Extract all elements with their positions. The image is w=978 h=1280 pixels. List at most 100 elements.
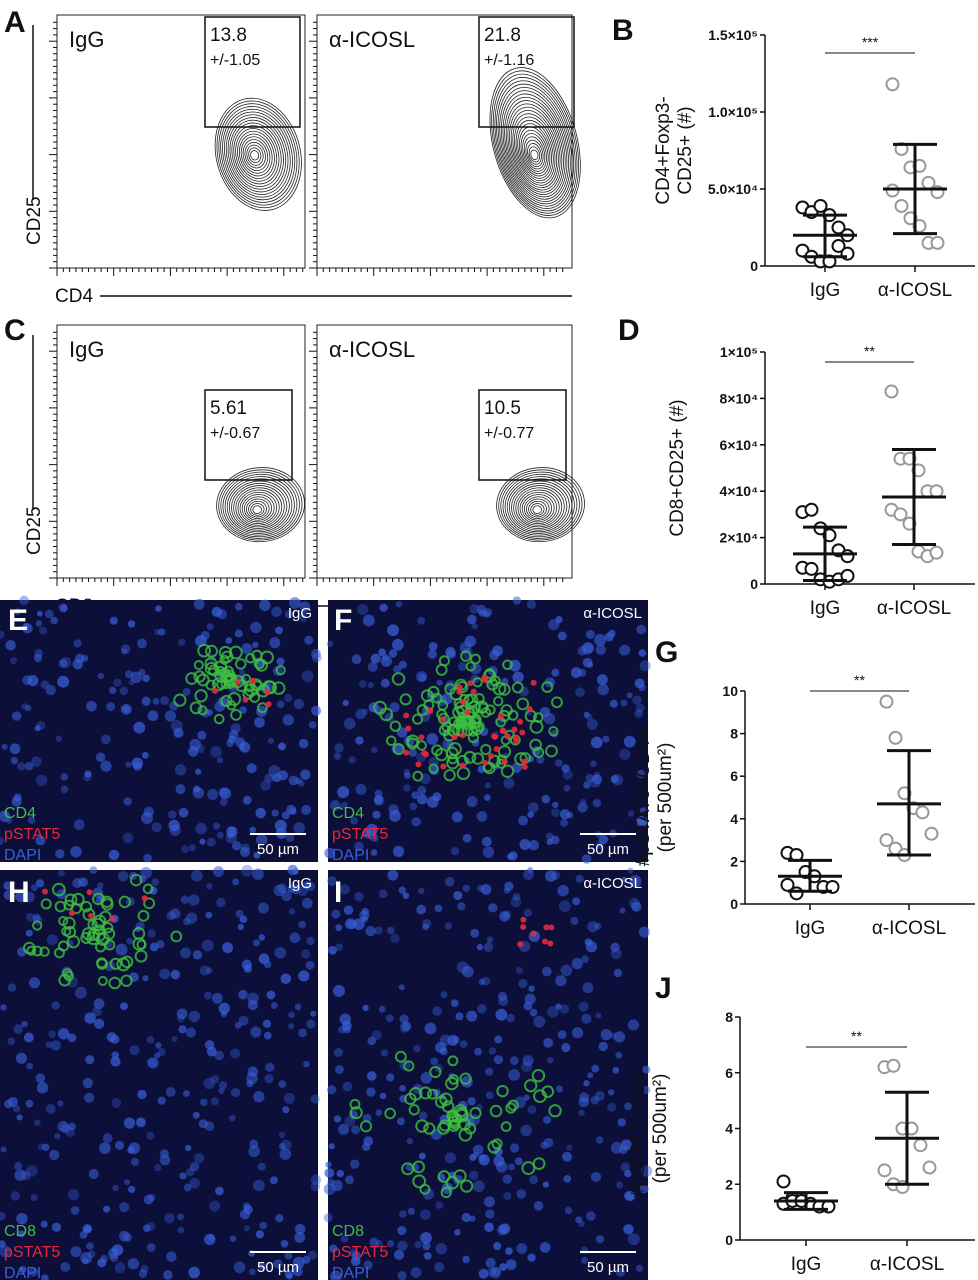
dapi-nucleus	[26, 1062, 34, 1070]
dapi-nucleus	[305, 960, 315, 970]
dapi-nucleus	[293, 822, 306, 834]
contour-line	[250, 150, 260, 161]
dapi-nucleus	[470, 663, 482, 675]
contour-line	[525, 139, 544, 168]
pstat5-signal	[440, 716, 447, 723]
dapi-nucleus	[28, 1267, 39, 1277]
cd-cell	[480, 707, 492, 718]
dapi-nucleus	[444, 1152, 456, 1164]
dapi-nucleus	[110, 1034, 120, 1045]
dapi-nucleus	[84, 1012, 96, 1024]
dapi-nucleus	[619, 644, 631, 656]
dapi-nucleus	[175, 784, 186, 795]
dapi-nucleus	[130, 671, 143, 684]
dapi-nucleus	[595, 644, 607, 655]
cd-cell	[193, 659, 204, 671]
dapi-nucleus	[0, 1146, 7, 1153]
y-tick-label: 8	[725, 1009, 733, 1025]
pstat5-signal	[427, 707, 434, 714]
dapi-nucleus	[526, 599, 537, 610]
dapi-nucleus	[50, 616, 59, 625]
dapi-nucleus	[435, 1041, 447, 1054]
dapi-nucleus	[529, 1008, 538, 1017]
dapi-nucleus	[35, 835, 46, 846]
y-tick-label: 2	[725, 1176, 733, 1192]
y-tick-label: 1.5×10⁵	[708, 27, 758, 43]
dapi-nucleus	[310, 648, 321, 659]
dapi-nucleus	[570, 916, 579, 925]
gate-box	[478, 16, 575, 128]
pstat5-signal	[497, 712, 504, 719]
dapi-nucleus	[333, 985, 345, 997]
dapi-nucleus	[65, 1127, 75, 1137]
contour-line	[528, 500, 547, 518]
cd-cell	[439, 1092, 453, 1107]
panel-letter-a: A	[4, 6, 26, 39]
micrograph-h: IgG CD8 pSTAT5 DAPI 50 µm	[0, 864, 322, 1280]
dapi-nucleus	[285, 833, 295, 843]
dapi-nucleus	[58, 869, 65, 877]
gate-percentage: 21.8	[484, 25, 521, 46]
dapi-nucleus	[25, 1099, 34, 1108]
dapi-nucleus	[559, 1004, 570, 1014]
dapi-nucleus	[278, 1143, 286, 1150]
dapi-nucleus	[585, 773, 595, 783]
dapi-nucleus	[164, 710, 177, 722]
dapi-nucleus	[378, 648, 386, 657]
dapi-nucleus	[380, 655, 392, 667]
x-axis-label: CD4	[55, 286, 93, 307]
micrograph-f: α-ICOSL CD4 pSTAT5 DAPI 50 µm	[324, 596, 651, 864]
dapi-nucleus	[344, 1175, 355, 1185]
dapi-nucleus	[24, 761, 34, 771]
pstat5-signal	[451, 734, 458, 741]
dapi-nucleus	[151, 878, 160, 886]
dapi-nucleus	[103, 1205, 111, 1213]
dapi-nucleus	[493, 1242, 502, 1251]
pstat5-signal	[541, 938, 548, 945]
dapi-nucleus	[635, 1264, 644, 1273]
y-tick-label: 4×10⁴	[720, 483, 759, 499]
cd-cell	[129, 873, 143, 887]
dapi-nucleus	[13, 793, 22, 802]
x-tick-label: α-ICOSL	[870, 1254, 944, 1275]
cd-cell	[551, 696, 563, 709]
dapi-nucleus	[84, 770, 92, 778]
dapi-nucleus	[248, 1145, 261, 1158]
y-tick-label: 8×10⁴	[720, 390, 759, 406]
dapi-nucleus	[249, 826, 257, 834]
dapi-nucleus	[586, 629, 595, 639]
dapi-nucleus	[7, 1037, 16, 1046]
dapi-nucleus	[111, 1098, 122, 1108]
dapi-nucleus	[620, 699, 628, 707]
pstat5-signal	[543, 924, 550, 931]
cd-cell	[392, 743, 405, 756]
dapi-nucleus	[247, 999, 258, 1011]
dapi-nucleus	[387, 869, 399, 881]
dapi-nucleus	[629, 875, 642, 888]
dapi-nucleus	[489, 1267, 502, 1279]
contour-line	[220, 471, 300, 539]
dapi-nucleus	[417, 785, 427, 795]
dapi-nucleus	[294, 777, 302, 785]
dapi-nucleus	[51, 1001, 60, 1010]
dapi-nucleus	[193, 785, 201, 793]
dapi-nucleus	[0, 630, 5, 639]
dapi-nucleus	[22, 623, 30, 630]
dapi-nucleus	[512, 596, 522, 605]
cd-cell	[431, 744, 443, 757]
cd-cell	[170, 930, 183, 943]
dapi-nucleus	[393, 665, 402, 674]
data-point	[776, 1174, 791, 1189]
y-tick-label: 6×10⁴	[720, 437, 759, 453]
dapi-nucleus	[249, 1268, 256, 1276]
flow-condition-label: α-ICOSL	[329, 337, 415, 362]
dapi-nucleus	[259, 1221, 268, 1230]
contour-line	[222, 473, 298, 538]
y-axis-label: #pSTAT5+CD4+	[633, 729, 654, 867]
dapi-nucleus	[301, 897, 313, 909]
dapi-nucleus	[289, 932, 301, 944]
dapi-nucleus	[83, 1225, 91, 1233]
data-point	[789, 886, 804, 901]
gate-percentage: 5.61	[210, 398, 247, 419]
dapi-nucleus	[35, 620, 43, 627]
